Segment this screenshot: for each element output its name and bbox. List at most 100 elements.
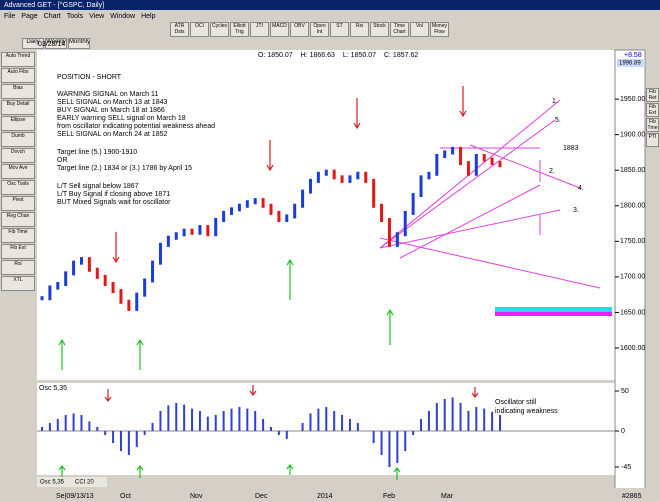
menu-item[interactable]: Window — [110, 12, 136, 20]
menu-item[interactable]: Page — [21, 12, 38, 20]
tool-button[interactable]: Auto Trend — [1, 52, 35, 67]
tool-button[interactable]: Dumb — [1, 132, 35, 147]
line-label: 3. — [573, 207, 579, 214]
price-bar — [135, 292, 139, 311]
price-bar — [158, 242, 162, 265]
note: Target line (2.) 1834 or (3.) 1786 by Ap… — [57, 165, 192, 172]
tool-button[interactable]: PTI — [646, 133, 659, 147]
osc-bar — [396, 431, 399, 463]
osc-bar — [64, 415, 67, 431]
tool-button[interactable]: OBV — [290, 21, 309, 37]
tool-button[interactable]: Money Flow — [430, 21, 449, 37]
tool-button[interactable]: ST — [330, 21, 349, 37]
tool-button[interactable]: Ellipse — [1, 116, 35, 131]
tool-button[interactable]: Dovch — [1, 148, 35, 163]
tool-button[interactable]: Open Int — [310, 21, 329, 37]
price-bar — [214, 218, 218, 237]
osc-bar — [483, 408, 486, 431]
tool-button[interactable]: Pivot — [1, 196, 35, 211]
price-bar — [443, 150, 447, 158]
tool-button[interactable]: Osc Tools — [1, 180, 35, 195]
price-bar — [332, 169, 336, 180]
note: SELL SIGNAL on March 13 at 1843 — [57, 99, 167, 106]
note: OR — [57, 157, 68, 164]
tool-button[interactable]: Elliott Trig — [230, 21, 249, 37]
osc-bar — [151, 423, 154, 431]
osc-bar — [238, 407, 241, 431]
osc-bar — [222, 411, 225, 431]
date-label: Feb — [383, 493, 395, 500]
tool-button[interactable]: MACD — [270, 21, 289, 37]
tool-button[interactable]: XTL — [1, 276, 35, 291]
tool-button[interactable]: Cycles — [210, 21, 229, 37]
osc-bar — [325, 407, 328, 431]
osc-bar — [175, 403, 178, 431]
tool-button[interactable]: Rsi — [350, 21, 369, 37]
line-label: 5. — [555, 117, 561, 124]
price-bar — [143, 278, 147, 297]
tool-button[interactable]: Bias — [1, 84, 35, 99]
price-bar — [466, 161, 470, 176]
price-bar — [364, 171, 368, 183]
price-bar — [64, 271, 68, 286]
price-bar — [482, 154, 486, 162]
tool-button[interactable]: Rsi — [1, 260, 35, 275]
tool-button[interactable]: Fib Ext — [1, 244, 35, 259]
tab[interactable]: Weekly — [45, 38, 67, 49]
price-bar — [230, 207, 234, 215]
tab[interactable]: Osc 5,35 — [40, 480, 65, 486]
osc-bar — [96, 427, 99, 431]
price-bar — [190, 228, 194, 235]
osc-bar — [206, 416, 209, 431]
price-bar — [87, 257, 91, 272]
right-toolbar: Fib Ret Fib Ext Fib Tme PTI — [646, 88, 659, 147]
osc-bar — [183, 404, 186, 431]
menu-item[interactable]: Tools — [66, 12, 84, 20]
price-bar — [403, 210, 407, 237]
osc-bar — [491, 411, 494, 431]
price-axis — [614, 49, 646, 491]
tool-button[interactable]: Mov Ave — [1, 164, 35, 179]
tool-button[interactable]: Fib Ret — [646, 88, 659, 102]
tool-button[interactable]: Buy Detail — [1, 100, 35, 115]
tab[interactable]: CCI 20 — [75, 480, 94, 486]
tool-button[interactable]: Vol — [410, 21, 429, 37]
osc-bar — [420, 419, 423, 431]
price-bar — [245, 200, 249, 208]
tool-button[interactable]: Fib Time — [1, 228, 35, 243]
tool-button[interactable]: Stock — [370, 21, 389, 37]
tool-button[interactable]: Fib Tme — [646, 118, 659, 132]
window-title: Advanced GET - [^GSPC, Daily] — [4, 1, 105, 9]
tab[interactable]: Monthly — [68, 38, 90, 49]
osc-bar — [119, 431, 122, 451]
osc-bar — [41, 427, 43, 431]
tab[interactable]: Daily — [22, 38, 44, 49]
high: H: 1866.63 — [300, 51, 335, 59]
y-tick-label: 1600.00 — [620, 345, 645, 352]
bottom-tabs — [37, 477, 107, 487]
menu-item[interactable]: Chart — [43, 12, 61, 20]
tool-button[interactable]: ATR Dsts — [170, 21, 189, 37]
toolbar: ATR Dsts OCI Cycles Elliott Trig JTI MACD OBV O… — [170, 21, 449, 37]
tool-button[interactable]: Auto Fibs — [1, 68, 35, 83]
tabs: Daily Weekly Monthly — [22, 38, 90, 49]
price-bar — [316, 171, 320, 183]
y-tick-label: 1850.00 — [620, 167, 645, 174]
menu-item[interactable]: File — [4, 12, 16, 20]
note: POSITION - SHORT — [57, 74, 122, 81]
note: L/T Sell signal below 1867 — [57, 183, 139, 190]
menu-item[interactable]: View — [89, 12, 105, 20]
price-bar — [380, 203, 384, 222]
tool-button[interactable]: Time Chart — [390, 21, 409, 37]
tool-button[interactable]: JTI — [250, 21, 269, 37]
tool-button[interactable]: OCI — [190, 21, 209, 37]
price-bar — [151, 260, 155, 283]
open: O: 1850.07 — [258, 51, 293, 59]
osc-bar — [80, 415, 83, 431]
osc-note: indicating weakness — [495, 408, 558, 415]
price-pane — [37, 50, 615, 380]
price-bar — [348, 175, 352, 183]
tool-button[interactable]: Reg Chan — [1, 212, 35, 227]
menu-item[interactable]: Help — [141, 12, 156, 20]
tool-button[interactable]: Fib Ext — [646, 103, 659, 117]
